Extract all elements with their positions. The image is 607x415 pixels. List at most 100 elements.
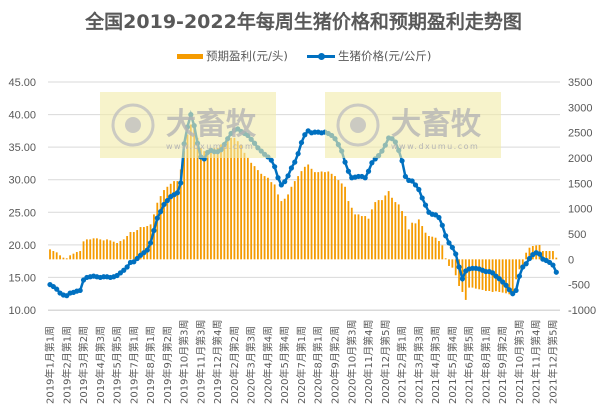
bar	[387, 191, 390, 260]
data-point	[285, 173, 291, 179]
bar	[199, 147, 202, 260]
data-point	[453, 251, 459, 257]
bar	[454, 259, 457, 276]
data-point	[419, 195, 425, 201]
bar	[106, 239, 108, 260]
legend-item-profit[interactable]: 预期盈利(元/头)	[177, 47, 288, 65]
bar	[183, 151, 186, 260]
left-axis-tick-label: 10.00	[8, 305, 36, 317]
bar	[243, 152, 246, 260]
bar	[434, 237, 437, 260]
data-point	[174, 190, 181, 196]
x-axis-tick-label: 2019年7月第1周	[127, 326, 140, 404]
data-point	[154, 215, 160, 221]
bar	[478, 259, 481, 290]
bar	[79, 251, 82, 260]
bar	[471, 259, 474, 288]
x-axis-tick-label: 2020年7月第1周	[295, 326, 308, 404]
bar	[357, 214, 360, 260]
bar	[260, 173, 263, 260]
bar	[458, 259, 460, 286]
bar	[327, 171, 330, 260]
bar	[381, 200, 383, 260]
right-axis-tick-label: 1500	[568, 178, 592, 190]
bar	[132, 232, 135, 260]
bar	[515, 259, 517, 280]
bar	[330, 173, 333, 260]
bar	[374, 202, 377, 260]
legend-swatch-bar-icon	[177, 53, 203, 59]
bar	[270, 182, 273, 260]
bar	[112, 241, 115, 260]
bar	[196, 137, 199, 260]
legend-label: 预期盈利(元/头)	[206, 49, 288, 63]
watermark-logo-icon	[336, 103, 380, 147]
bar	[159, 196, 162, 260]
data-point	[412, 182, 419, 188]
data-point	[268, 157, 274, 163]
data-point	[503, 282, 509, 288]
data-point	[520, 264, 526, 270]
x-axis-tick-label: 2021年8月第1周	[479, 326, 492, 404]
data-point	[516, 273, 523, 279]
data-point	[121, 267, 127, 273]
bar	[153, 214, 155, 260]
left-axis-tick-label: 20.00	[8, 240, 36, 252]
legend-item-price[interactable]: 生猪价格(元/公斤)	[307, 47, 431, 65]
bar	[377, 200, 380, 260]
bar	[240, 144, 243, 260]
x-axis-tick-label: 2020年5月第4周	[278, 326, 291, 404]
bar	[166, 186, 169, 260]
bar	[82, 241, 85, 260]
x-axis-tick-label: 2019年2月第1周	[60, 326, 73, 404]
data-point	[302, 132, 308, 138]
bar	[267, 177, 269, 260]
bar	[491, 259, 494, 292]
bar	[236, 141, 239, 260]
bar	[122, 239, 125, 260]
bar	[109, 240, 112, 260]
bar	[55, 252, 58, 260]
bar	[126, 236, 129, 260]
x-axis-tick-label: 2021年4月第3周	[429, 326, 442, 404]
bar	[401, 211, 403, 260]
bar	[384, 195, 387, 260]
bar	[136, 230, 139, 260]
left-axis-tick-label: 40.00	[8, 110, 36, 122]
data-point	[365, 168, 372, 174]
bar	[163, 190, 165, 260]
bar	[481, 259, 484, 290]
bar	[287, 194, 289, 260]
bar	[307, 164, 310, 260]
bar	[129, 232, 132, 260]
bar	[411, 222, 414, 260]
data-point	[77, 287, 83, 294]
bar	[320, 171, 323, 260]
bar	[334, 176, 336, 260]
bar	[505, 259, 507, 294]
left-axis-tick-label: 25.00	[8, 207, 36, 219]
data-point	[288, 165, 295, 171]
data-point	[278, 182, 284, 188]
bar	[525, 252, 528, 260]
bar	[431, 236, 434, 260]
data-point	[295, 151, 301, 157]
data-point	[342, 159, 348, 165]
bar	[364, 216, 367, 260]
x-axis-tick-label: 2021年11月第4周	[530, 319, 543, 404]
data-point	[164, 197, 170, 204]
data-point	[459, 276, 466, 282]
bar	[92, 238, 95, 260]
right-axis-tick-label: 1000	[568, 204, 592, 216]
data-point	[513, 287, 519, 294]
bar	[72, 253, 75, 260]
data-point	[526, 255, 533, 262]
bar	[116, 243, 118, 260]
left-axis-tick-label: 45.00	[8, 77, 36, 89]
bar	[210, 147, 212, 260]
bar	[370, 209, 373, 260]
bar	[176, 181, 179, 260]
watermark-logo-icon	[111, 103, 155, 147]
data-point	[161, 201, 167, 208]
